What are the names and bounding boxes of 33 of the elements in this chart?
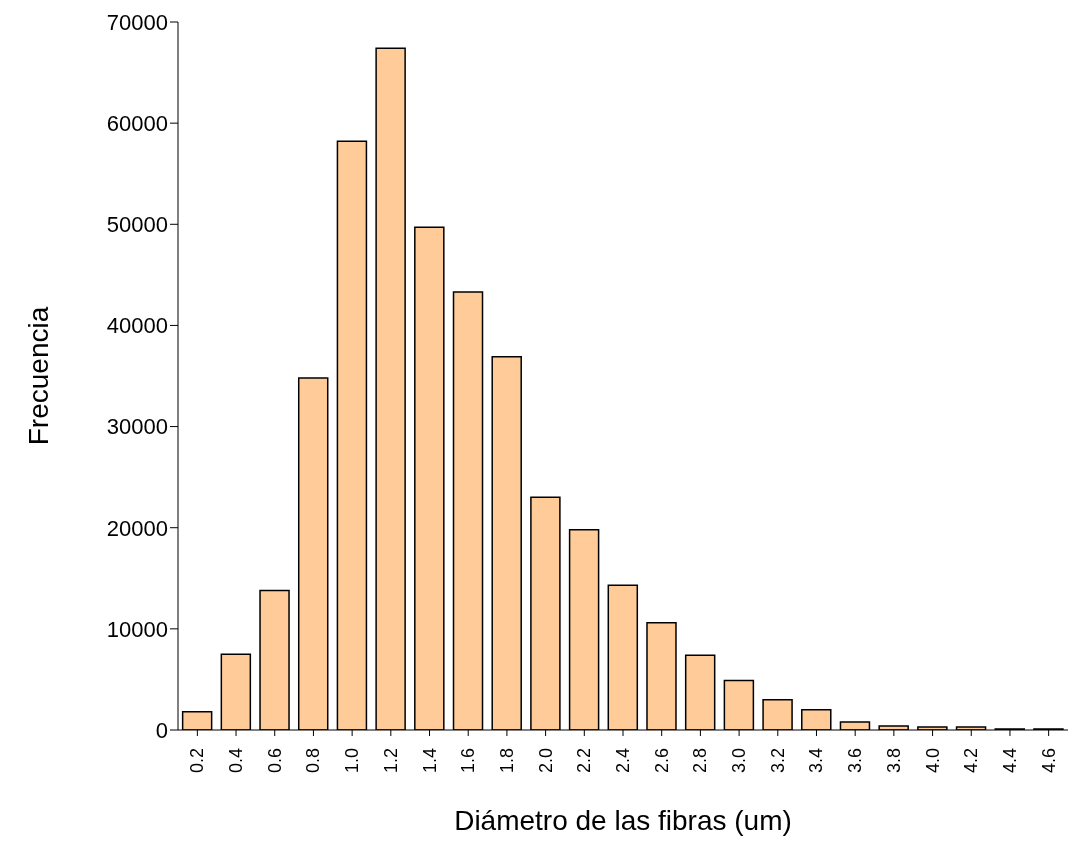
x-tick-label: 4.6 <box>1038 748 1059 774</box>
x-tick-label: 3.6 <box>845 748 866 774</box>
x-axis-title: Diámetro de las fibras (um) <box>454 805 792 836</box>
x-tick-label: 3.0 <box>729 748 750 774</box>
x-tick-label: 4.0 <box>922 748 943 774</box>
x-tick-label: 3.4 <box>806 748 827 774</box>
y-tick-label: 20000 <box>106 515 168 541</box>
x-tick-label: 3.8 <box>883 748 904 774</box>
x-tick-label: 4.2 <box>961 748 982 774</box>
y-tick-label: 10000 <box>106 616 168 642</box>
y-tick-label: 30000 <box>106 414 168 440</box>
x-tick-label: 2.0 <box>535 748 556 774</box>
y-tick-label: 50000 <box>106 212 168 238</box>
x-tick-label: 0.8 <box>303 748 324 774</box>
x-tick-label: 2.2 <box>574 748 595 774</box>
x-tick-label: 2.6 <box>651 748 672 774</box>
y-tick-label: 70000 <box>106 9 168 35</box>
x-tick-label: 1.6 <box>458 748 479 774</box>
y-tick-label: 60000 <box>106 110 168 136</box>
x-tick-label: 1.0 <box>342 748 363 774</box>
y-tick-label: 0 <box>155 717 168 743</box>
x-tick-label: 4.4 <box>999 748 1020 774</box>
x-tick-label: 1.8 <box>496 748 517 774</box>
x-tick-label: 3.2 <box>767 748 788 774</box>
y-axis-title: Frecuencia <box>22 306 54 446</box>
y-tick-label: 40000 <box>106 313 168 339</box>
x-tick-label: 1.2 <box>380 748 401 774</box>
x-tick-label: 2.4 <box>613 748 633 774</box>
x-tick-label: 1.4 <box>419 748 440 774</box>
x-tick-label: 0.2 <box>187 748 208 774</box>
x-tick-label: 0.6 <box>264 748 285 774</box>
x-tick-label: 0.4 <box>226 748 247 774</box>
x-tick-label: 2.8 <box>690 748 711 774</box>
